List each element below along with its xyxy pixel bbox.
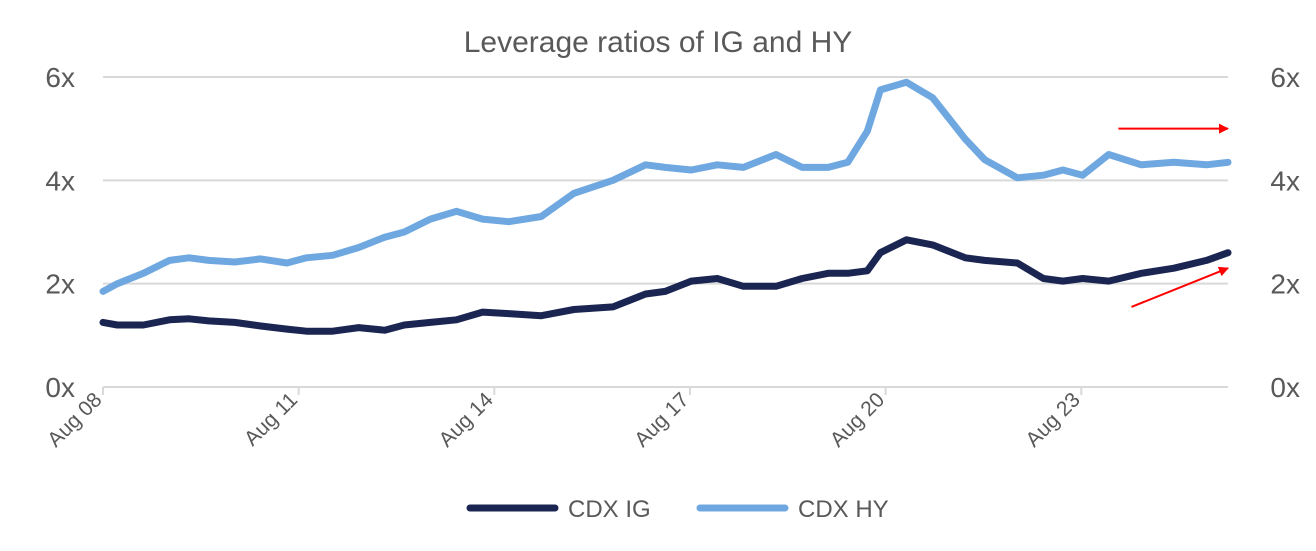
chart-title: Leverage ratios of IG and HY: [464, 26, 853, 59]
ig-rising-arrow: [1131, 266, 1229, 308]
x-axis: Aug 08 Aug 11 Aug 14 Aug 17 Aug 20 Aug 23: [43, 386, 1228, 452]
x-tick-label: Aug 11: [240, 388, 302, 450]
series-layer: [99, 78, 1232, 335]
grid-layer: [103, 76, 1228, 285]
y-tick-label-right: 6x: [1270, 62, 1300, 93]
y-tick-label-right: 4x: [1270, 165, 1300, 196]
legend-label: CDX IG: [568, 496, 651, 523]
x-tick-label: Aug 14: [435, 388, 499, 452]
legend: CDX IG CDX HY: [466, 496, 889, 523]
y-tick-label-left: 0x: [45, 372, 75, 403]
series-line-cdx-ig: [99, 236, 1232, 335]
x-tick-label: Aug 23: [1021, 388, 1084, 451]
y-tick-label-left: 6x: [45, 62, 75, 93]
annotation-layer: [1118, 123, 1229, 308]
x-tick-label: Aug 17: [630, 388, 693, 451]
y-axis-right: 0x 2x 4x 6x: [1270, 62, 1300, 403]
y-tick-label-left: 2x: [45, 269, 75, 300]
y-tick-label-left: 4x: [45, 165, 75, 196]
y-tick-label-right: 2x: [1270, 269, 1300, 300]
legend-label: CDX HY: [798, 496, 889, 523]
legend-item-cdx-hy: CDX HY: [696, 496, 889, 523]
series-line-cdx-hy: [99, 78, 1232, 295]
y-tick-label-right: 0x: [1270, 372, 1300, 403]
y-axis-left: 0x 2x 4x 6x: [45, 62, 75, 403]
legend-item-cdx-ig: CDX IG: [466, 496, 651, 523]
x-tick-label: Aug 20: [826, 388, 889, 451]
